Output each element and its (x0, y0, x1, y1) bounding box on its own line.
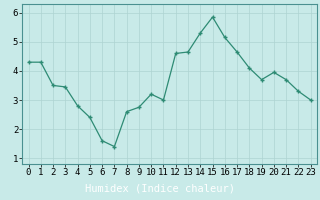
Text: Humidex (Indice chaleur): Humidex (Indice chaleur) (85, 183, 235, 193)
